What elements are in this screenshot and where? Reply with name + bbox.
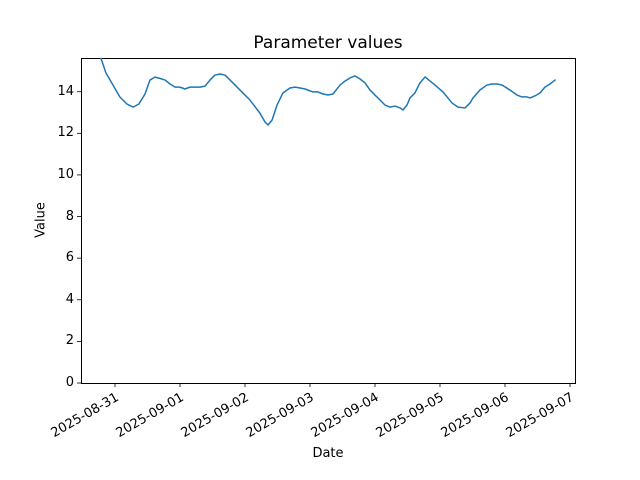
data-line (100, 57, 556, 126)
y-tick-label: 14 (57, 84, 74, 99)
y-tick-label: 10 (57, 167, 74, 182)
y-tick-label: 2 (65, 333, 74, 348)
chart-title: Parameter values (253, 33, 403, 53)
y-tick-label: 4 (65, 292, 74, 307)
x-axis-label: Date (312, 446, 344, 461)
y-tick-label: 12 (57, 125, 74, 140)
y-tick-label: 0 (65, 375, 74, 390)
y-axis-label: Value (33, 202, 49, 238)
y-tick-label: 6 (65, 250, 74, 265)
plot-border (81, 58, 576, 384)
y-tick-label: 8 (65, 209, 74, 224)
